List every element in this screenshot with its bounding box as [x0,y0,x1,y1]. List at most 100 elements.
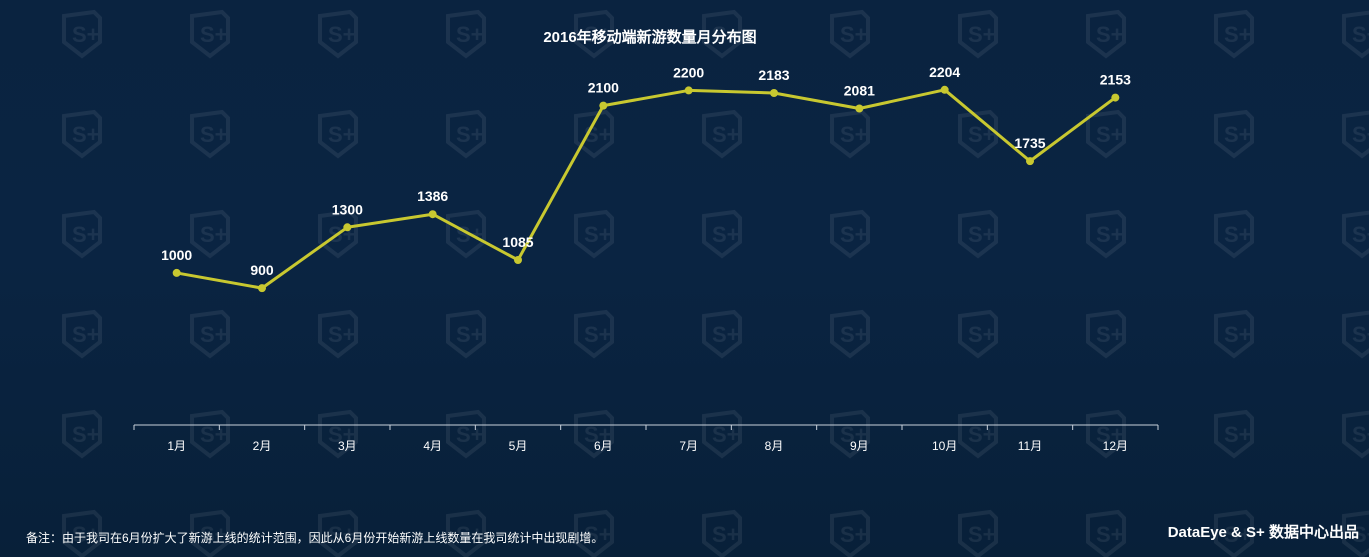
svg-text:S+: S+ [1096,522,1124,547]
svg-text:S+: S+ [712,222,740,247]
watermark-logo: S+ [1214,409,1254,459]
watermark-logo: S+ [830,209,870,259]
watermark-logo: S+ [1342,510,1369,557]
watermark-logo: S+ [1342,410,1369,459]
svg-text:S+: S+ [840,522,868,547]
svg-text:S+: S+ [1224,122,1252,147]
svg-text:S+: S+ [840,422,868,447]
svg-text:S+: S+ [712,322,740,347]
watermark-logo: S+ [318,409,358,459]
svg-text:S+: S+ [200,22,228,47]
svg-text:S+: S+ [968,22,996,47]
watermark-logo: S+ [62,209,102,259]
svg-text:S+: S+ [968,222,996,247]
watermark-logo: S+ [574,309,614,359]
svg-text:S+: S+ [712,22,740,47]
svg-text:S+: S+ [200,122,228,147]
series-line [176,88,1117,290]
watermark-logo: S+ [958,509,998,557]
svg-text:S+: S+ [1224,322,1252,347]
x-tick-label: 1月 [167,439,186,453]
watermark-logo: S+ [318,509,358,557]
watermark-logo: S+ [190,309,230,359]
svg-text:S+: S+ [1352,422,1369,447]
svg-text:S+: S+ [840,122,868,147]
watermark-logo: S+ [62,509,102,557]
svg-text:S+: S+ [72,522,100,547]
watermark-logo: S+ [574,9,614,59]
watermark-logo: S+ [702,509,742,557]
svg-text:S+: S+ [1224,222,1252,247]
data-point[interactable] [428,210,437,219]
data-labels: 1000 900 1300 1386 1085 2100 2200 2183 2081 2204 1… [161,64,1131,278]
series-points [172,85,1120,293]
svg-text:S+: S+ [1352,522,1369,547]
svg-text:S+: S+ [712,422,740,447]
x-tick-label: 4月 [423,439,442,453]
watermark-logo: S+ [830,409,870,459]
watermark-logo: S+ [1086,109,1126,159]
svg-text:S+: S+ [72,22,100,47]
svg-text:S+: S+ [456,322,484,347]
data-point[interactable] [855,104,864,113]
data-label: 1000 [161,247,192,263]
watermark-logo: S+ [1342,110,1369,159]
svg-text:S+: S+ [328,522,356,547]
data-point[interactable] [770,89,778,98]
data-label: 2153 [1100,72,1131,88]
svg-text:S+: S+ [72,122,100,147]
svg-text:S+: S+ [1352,322,1369,347]
series-line-group [176,88,1117,290]
watermark-logo: S+ [190,109,230,159]
data-point[interactable] [514,255,522,264]
svg-text:S+: S+ [1352,222,1369,247]
watermark-logo: S+ [62,9,102,59]
svg-text:S+: S+ [840,222,868,247]
data-point[interactable] [940,85,949,94]
data-point[interactable] [1111,93,1120,102]
watermark-logo: S+ [446,9,486,59]
svg-text:S+: S+ [200,222,228,247]
svg-text:S+: S+ [1224,22,1252,47]
watermark-logo: S+ [1086,409,1126,459]
svg-text:S+: S+ [968,522,996,547]
svg-text:S+: S+ [1224,422,1252,447]
x-tick-label: 5月 [509,439,528,453]
x-tick-label: 10月 [932,439,957,453]
data-point[interactable] [684,86,693,95]
watermark-logo: S+ [190,409,230,459]
data-point[interactable] [1026,157,1034,166]
svg-text:S+: S+ [1224,522,1252,547]
data-point[interactable] [172,268,181,277]
watermark-logo: S+ [830,509,870,557]
svg-text:S+: S+ [328,122,356,147]
svg-text:S+: S+ [968,322,996,347]
x-tick-label: 2月 [253,439,272,453]
x-tick-label: 7月 [679,439,698,453]
svg-text:S+: S+ [456,122,484,147]
svg-text:S+: S+ [1352,22,1369,47]
data-point[interactable] [599,101,608,110]
data-point[interactable] [258,284,266,293]
data-label: 1085 [502,234,533,250]
svg-text:S+: S+ [72,422,100,447]
svg-text:S+: S+ [712,122,740,147]
watermark-logo: S+ [958,309,998,359]
svg-text:S+: S+ [1096,222,1124,247]
svg-text:S+: S+ [72,322,100,347]
watermark-logo: S+ [702,109,742,159]
watermark-logo: S+ [958,9,998,59]
watermark-logo: S+ [446,409,486,459]
data-point[interactable] [343,223,352,232]
watermark-logo: S+ [1086,209,1126,259]
watermark-logo: S+ [1086,509,1126,557]
svg-text:S+: S+ [1096,22,1124,47]
data-label: 2204 [929,64,960,80]
watermark-logo: S+ [446,109,486,159]
x-tick-label: 9月 [850,439,869,453]
x-tick-label: 12月 [1103,439,1128,453]
data-label: 2200 [673,64,704,80]
svg-text:S+: S+ [200,322,228,347]
data-label: 2100 [588,80,619,96]
